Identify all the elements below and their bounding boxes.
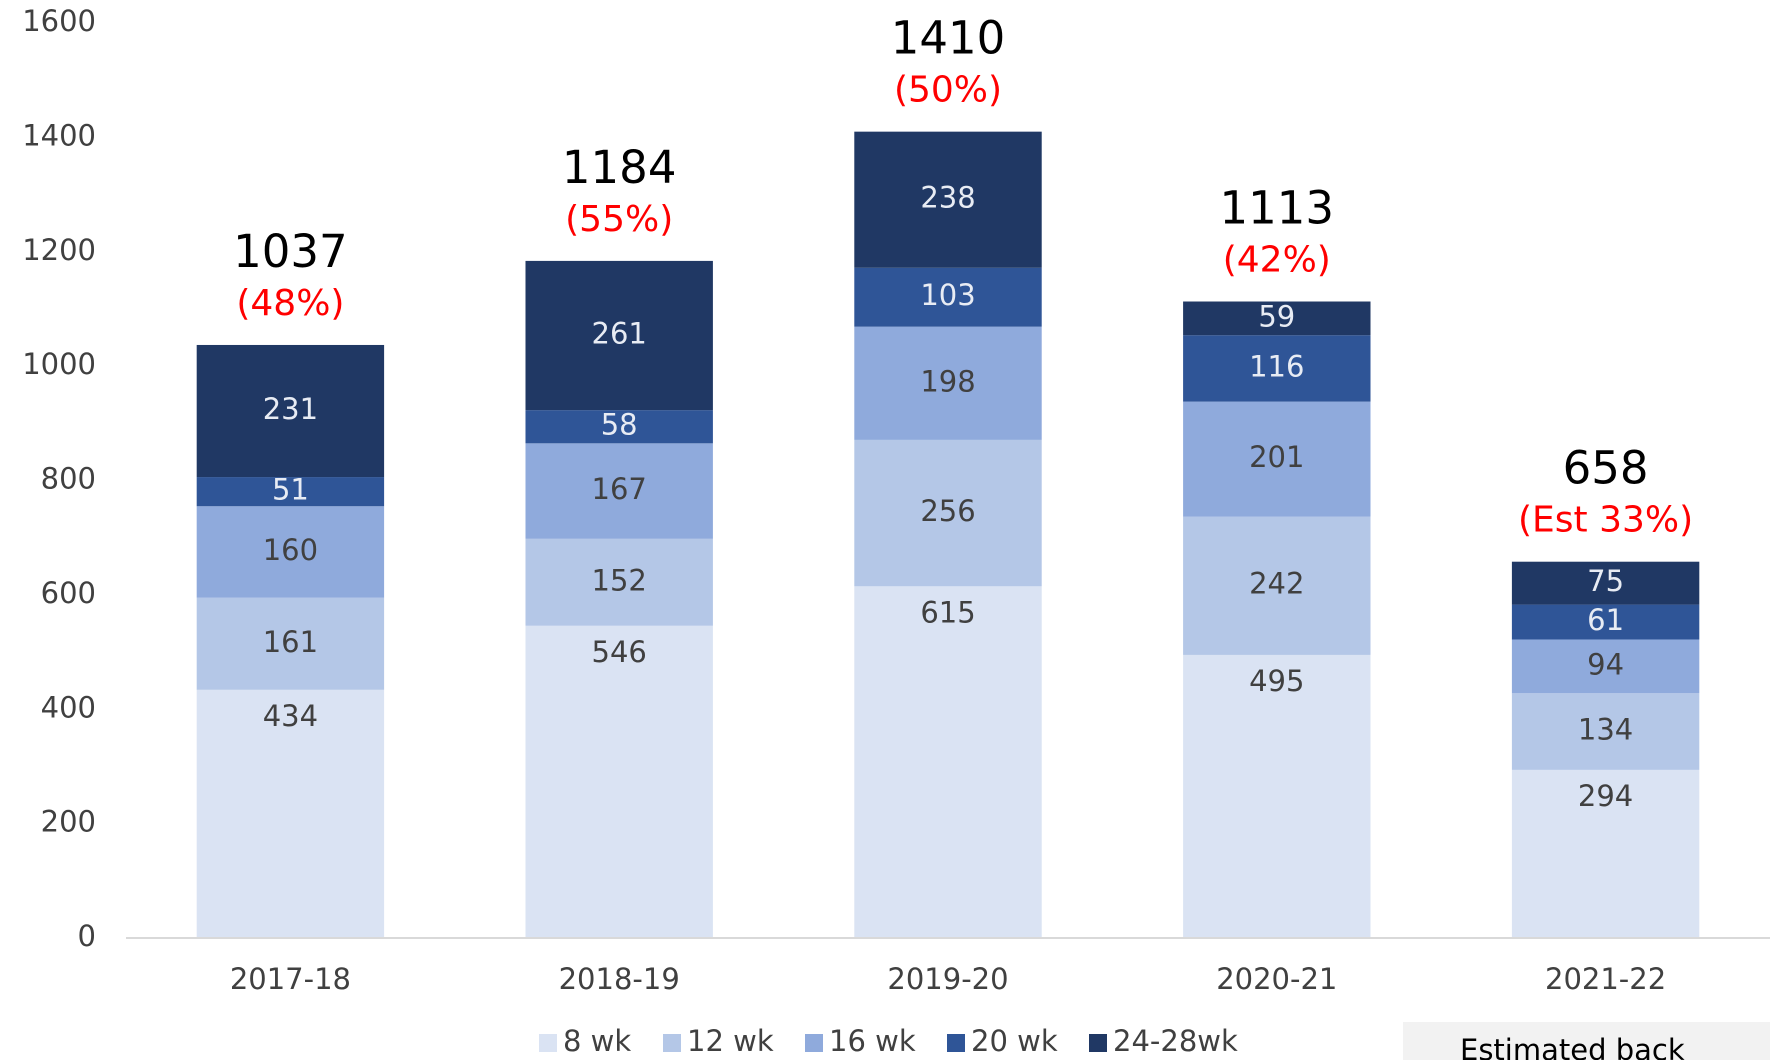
legend-label: 20 wk — [971, 1024, 1058, 1058]
bar-segment — [1183, 401, 1371, 517]
bar-segment — [1511, 561, 1700, 605]
data-label: 103 — [920, 278, 975, 312]
data-label: 167 — [592, 472, 647, 506]
data-label: 495 — [1249, 664, 1304, 698]
data-label: 261 — [592, 317, 647, 351]
data-label: 58 — [601, 408, 638, 442]
data-label: 294 — [1578, 779, 1633, 813]
y-tick-label: 400 — [41, 690, 96, 724]
bar-segment — [1183, 654, 1371, 938]
data-label: 615 — [920, 595, 975, 629]
data-label: 434 — [263, 699, 318, 733]
share-label: (Est 33%) — [1518, 500, 1693, 541]
bar-segment — [196, 477, 385, 507]
data-label: 198 — [920, 364, 975, 398]
total-label: 1184 — [562, 141, 677, 194]
bar-segment — [196, 506, 385, 598]
share-label: (55%) — [565, 199, 673, 240]
bar-segment — [525, 443, 713, 539]
bar-segment — [525, 410, 713, 444]
bar-segment — [1511, 693, 1700, 770]
bar-segment — [525, 625, 713, 938]
data-label: 61 — [1587, 603, 1624, 637]
bar-segment — [854, 586, 1042, 938]
total-label: 1113 — [1220, 182, 1335, 235]
legend-label: 16 wk — [829, 1024, 916, 1058]
total-label: 658 — [1563, 442, 1649, 495]
bar-segment — [854, 439, 1042, 587]
share-label: (42%) — [1223, 240, 1331, 281]
note: Estimated back — [1460, 1033, 1685, 1060]
data-label: 75 — [1587, 564, 1624, 598]
bar-segment — [1183, 516, 1371, 655]
legend-label: 24-28wk — [1113, 1024, 1238, 1058]
data-label: 152 — [592, 563, 647, 597]
y-tick-label: 1000 — [22, 347, 96, 381]
legend-swatch — [947, 1034, 965, 1052]
share-label: (50%) — [894, 70, 1002, 111]
y-tick-label: 600 — [41, 576, 96, 610]
bar-segment — [196, 344, 385, 478]
y-tick-label: 800 — [41, 462, 96, 496]
data-label: 256 — [920, 494, 975, 528]
data-label: 238 — [920, 181, 975, 215]
y-tick-label: 0 — [78, 919, 96, 953]
x-tick-label: 2021-22 — [1545, 962, 1666, 996]
total-label: 1410 — [891, 12, 1006, 65]
bar-segment — [854, 326, 1042, 440]
y-tick-label: 200 — [41, 805, 96, 839]
legend-swatch — [805, 1034, 823, 1052]
bar-segment — [1183, 301, 1371, 336]
bar-segment — [525, 260, 713, 411]
bar-segment — [196, 597, 385, 690]
y-tick-label: 1600 — [22, 4, 96, 38]
share-label: (48%) — [236, 283, 344, 324]
data-label: 94 — [1587, 647, 1624, 681]
bar-segment — [1511, 639, 1700, 694]
data-label: 161 — [263, 625, 318, 659]
data-label: 51 — [272, 473, 309, 507]
data-label: 160 — [263, 533, 318, 567]
x-tick-label: 2020-21 — [1216, 962, 1337, 996]
bar-segment — [1183, 335, 1371, 402]
legend-label: 8 wk — [563, 1024, 631, 1058]
data-label: 231 — [263, 392, 318, 426]
bar-segment — [1511, 604, 1700, 640]
data-label: 59 — [1258, 299, 1295, 333]
x-tick-label: 2017-18 — [230, 962, 351, 996]
x-tick-label: 2019-20 — [887, 962, 1008, 996]
bar-segment — [1511, 769, 1700, 938]
legend-label: 12 wk — [687, 1024, 774, 1058]
legend-swatch — [663, 1034, 681, 1052]
data-label: 242 — [1249, 567, 1304, 601]
bar-segment — [525, 538, 713, 626]
legend-swatch — [1089, 1034, 1107, 1052]
data-label: 546 — [592, 635, 647, 669]
data-label: 116 — [1249, 349, 1304, 383]
data-label: 134 — [1578, 713, 1633, 747]
bar-segment — [196, 689, 385, 938]
y-tick-label: 1400 — [22, 118, 96, 152]
x-tick-label: 2018-19 — [559, 962, 680, 996]
bar-segment — [854, 267, 1042, 327]
legend-swatch — [539, 1034, 557, 1052]
total-label: 1037 — [233, 225, 348, 278]
note-box — [1403, 1022, 1770, 1060]
data-label: 201 — [1249, 440, 1304, 474]
bar-segment — [854, 131, 1042, 268]
y-tick-label: 1200 — [22, 233, 96, 267]
